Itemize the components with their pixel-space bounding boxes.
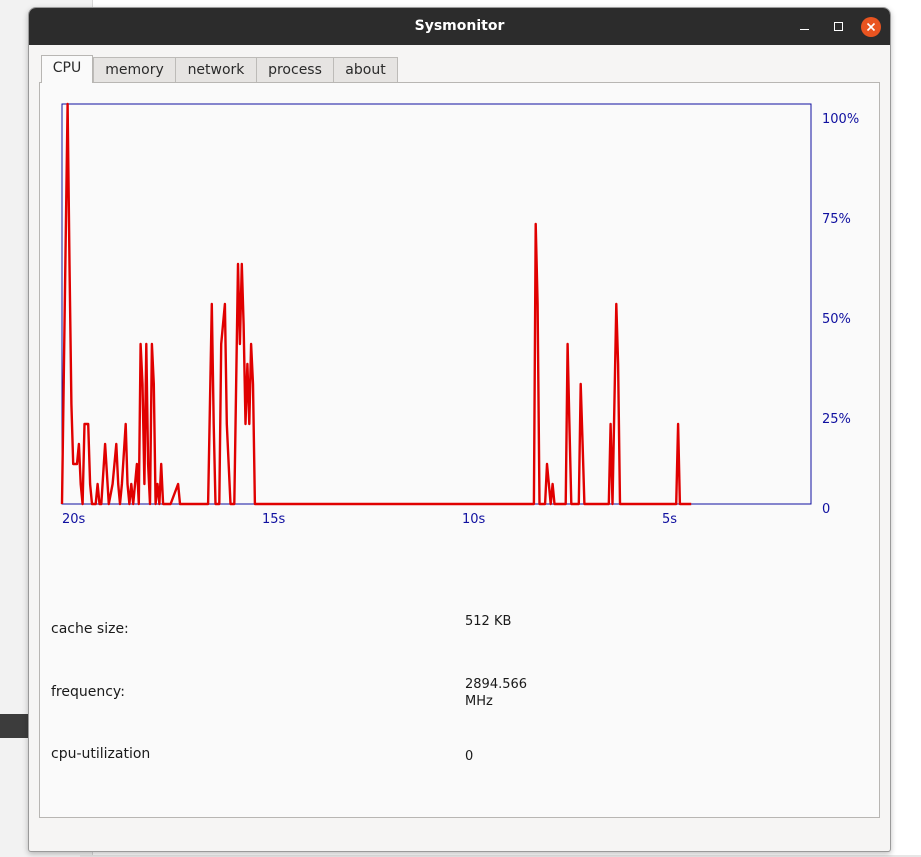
close-button[interactable]	[861, 17, 881, 37]
frequency-number: 2894.566	[465, 677, 528, 692]
x-tick-label: 15s	[262, 512, 286, 527]
minimize-button[interactable]	[795, 17, 815, 37]
cpu-usage-series-line	[60, 102, 692, 506]
y-tick-label: 50%	[822, 312, 851, 327]
tab-about[interactable]: about	[333, 57, 398, 82]
cache-size-value: 512 KB	[465, 614, 512, 629]
background-strip	[0, 714, 28, 738]
tab-process[interactable]: process	[256, 57, 334, 82]
title-bar[interactable]: Sysmonitor	[29, 8, 890, 45]
background-edge	[80, 855, 921, 857]
sysmonitor-window: Sysmonitor CPU memory network process ab…	[28, 7, 891, 852]
cpu-tab-panel: 100% 75% 50% 25% 0 20s 15s 10s 5s cache …	[39, 82, 880, 818]
tab-memory[interactable]: memory	[93, 57, 176, 82]
cpu-usage-graph: 100% 75% 50% 25% 0 20s 15s 10s 5s	[60, 102, 859, 527]
x-tick-label: 20s	[62, 512, 86, 527]
frequency-unit: MHz	[465, 694, 493, 709]
x-tick-label: 10s	[462, 512, 486, 527]
x-tick-label: 5s	[662, 512, 677, 527]
cpu-utilization-label: cpu-utilization	[51, 746, 151, 762]
close-icon	[866, 22, 876, 32]
maximize-button[interactable]	[829, 17, 849, 37]
tab-network[interactable]: network	[175, 57, 257, 82]
tab-cpu[interactable]: CPU	[41, 55, 93, 83]
window-title: Sysmonitor	[414, 18, 505, 34]
y-tick-label: 75%	[822, 212, 851, 227]
frequency-value: 2894.566 MHz	[465, 676, 527, 710]
cache-size-label: cache size:	[51, 621, 129, 637]
cpu-utilization-value: 0	[465, 749, 474, 764]
y-tick-label: 25%	[822, 412, 851, 427]
plot-frame	[61, 103, 812, 505]
frequency-label: frequency:	[51, 684, 125, 700]
y-tick-label: 100%	[822, 112, 859, 127]
y-tick-label: 0	[822, 502, 830, 517]
